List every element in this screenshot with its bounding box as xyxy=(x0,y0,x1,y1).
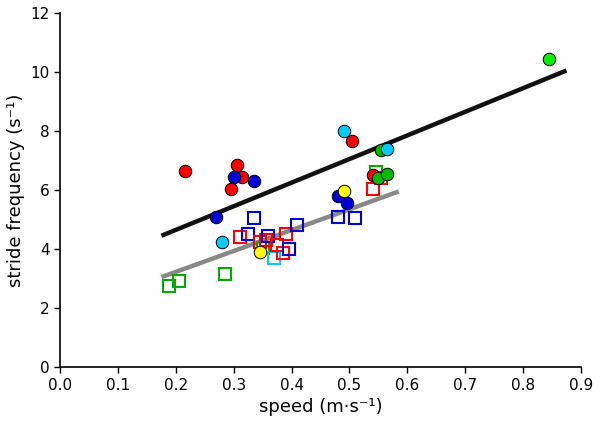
X-axis label: speed (m·s⁻¹): speed (m·s⁻¹) xyxy=(259,398,382,416)
Y-axis label: stride frequency (s⁻¹): stride frequency (s⁻¹) xyxy=(7,93,25,287)
